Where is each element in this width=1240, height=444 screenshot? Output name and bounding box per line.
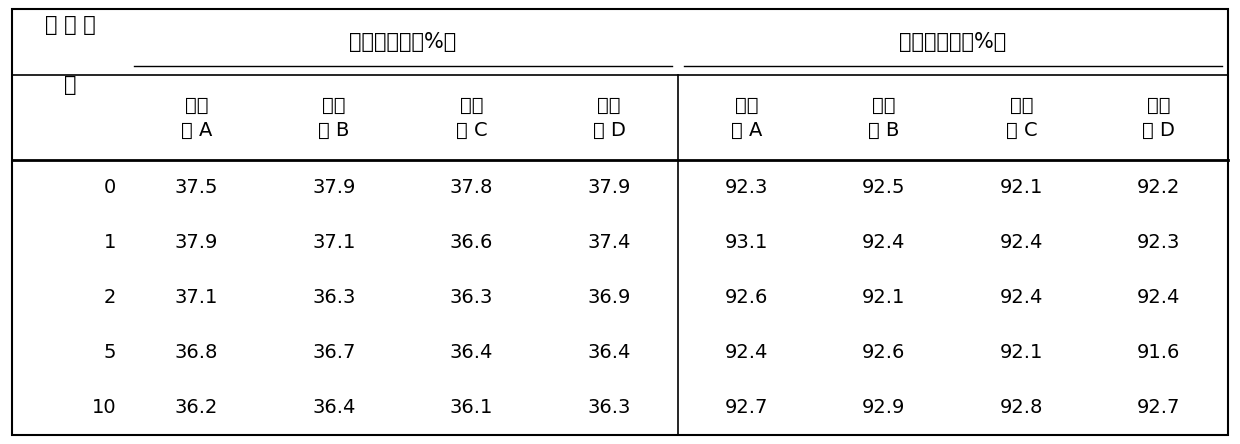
Text: 92.5: 92.5 xyxy=(862,178,905,197)
Text: 37.5: 37.5 xyxy=(175,178,218,197)
Text: 92.7: 92.7 xyxy=(1137,398,1180,417)
Text: 36.4: 36.4 xyxy=(450,343,494,362)
Text: 催化
剂 A: 催化 剂 A xyxy=(730,95,763,139)
Text: 92.9: 92.9 xyxy=(862,398,905,417)
Text: 36.8: 36.8 xyxy=(175,343,218,362)
Text: 5: 5 xyxy=(104,343,117,362)
Text: 丙烷转化率（%）: 丙烷转化率（%） xyxy=(350,32,456,52)
Text: 1: 1 xyxy=(104,233,117,252)
Text: 37.9: 37.9 xyxy=(312,178,356,197)
Text: 92.7: 92.7 xyxy=(724,398,768,417)
Text: 37.9: 37.9 xyxy=(175,233,218,252)
Text: 92.1: 92.1 xyxy=(999,178,1043,197)
Text: 36.6: 36.6 xyxy=(450,233,494,252)
Text: 催化
剂 D: 催化 剂 D xyxy=(593,95,625,139)
Text: 36.4: 36.4 xyxy=(588,343,631,362)
Text: 37.4: 37.4 xyxy=(588,233,631,252)
Text: 36.1: 36.1 xyxy=(450,398,494,417)
Text: 92.1: 92.1 xyxy=(999,343,1043,362)
Text: 催化
剂 B: 催化 剂 B xyxy=(868,95,899,139)
Text: 丙烯选择性（%）: 丙烯选择性（%） xyxy=(899,32,1007,52)
Text: 92.4: 92.4 xyxy=(999,288,1043,307)
Text: 数: 数 xyxy=(64,75,77,95)
Text: 36.2: 36.2 xyxy=(175,398,218,417)
Text: 再 生 次: 再 生 次 xyxy=(45,15,95,35)
Text: 36.3: 36.3 xyxy=(588,398,631,417)
Text: 92.6: 92.6 xyxy=(724,288,768,307)
Text: 2: 2 xyxy=(104,288,117,307)
Text: 36.7: 36.7 xyxy=(312,343,356,362)
Text: 93.1: 93.1 xyxy=(724,233,768,252)
Text: 92.1: 92.1 xyxy=(862,288,905,307)
Text: 92.4: 92.4 xyxy=(862,233,905,252)
Text: 92.4: 92.4 xyxy=(724,343,768,362)
Text: 36.3: 36.3 xyxy=(312,288,356,307)
Text: 催化
剂 D: 催化 剂 D xyxy=(1142,95,1176,139)
Text: 92.8: 92.8 xyxy=(999,398,1043,417)
Text: 37.8: 37.8 xyxy=(450,178,494,197)
Text: 92.4: 92.4 xyxy=(999,233,1043,252)
Text: 36.4: 36.4 xyxy=(312,398,356,417)
Text: 37.1: 37.1 xyxy=(175,288,218,307)
Text: 36.9: 36.9 xyxy=(588,288,631,307)
Text: 92.4: 92.4 xyxy=(1137,288,1180,307)
Text: 催化
剂 C: 催化 剂 C xyxy=(1006,95,1037,139)
Text: 10: 10 xyxy=(92,398,117,417)
Text: 92.6: 92.6 xyxy=(862,343,905,362)
Text: 91.6: 91.6 xyxy=(1137,343,1180,362)
Text: 催化
剂 A: 催化 剂 A xyxy=(181,95,212,139)
Text: 37.1: 37.1 xyxy=(312,233,356,252)
Text: 37.9: 37.9 xyxy=(588,178,631,197)
Text: 92.3: 92.3 xyxy=(724,178,768,197)
Text: 92.2: 92.2 xyxy=(1137,178,1180,197)
Text: 催化
剂 C: 催化 剂 C xyxy=(456,95,487,139)
Text: 36.3: 36.3 xyxy=(450,288,494,307)
Text: 92.3: 92.3 xyxy=(1137,233,1180,252)
Text: 催化
剂 B: 催化 剂 B xyxy=(319,95,350,139)
Text: 0: 0 xyxy=(104,178,117,197)
